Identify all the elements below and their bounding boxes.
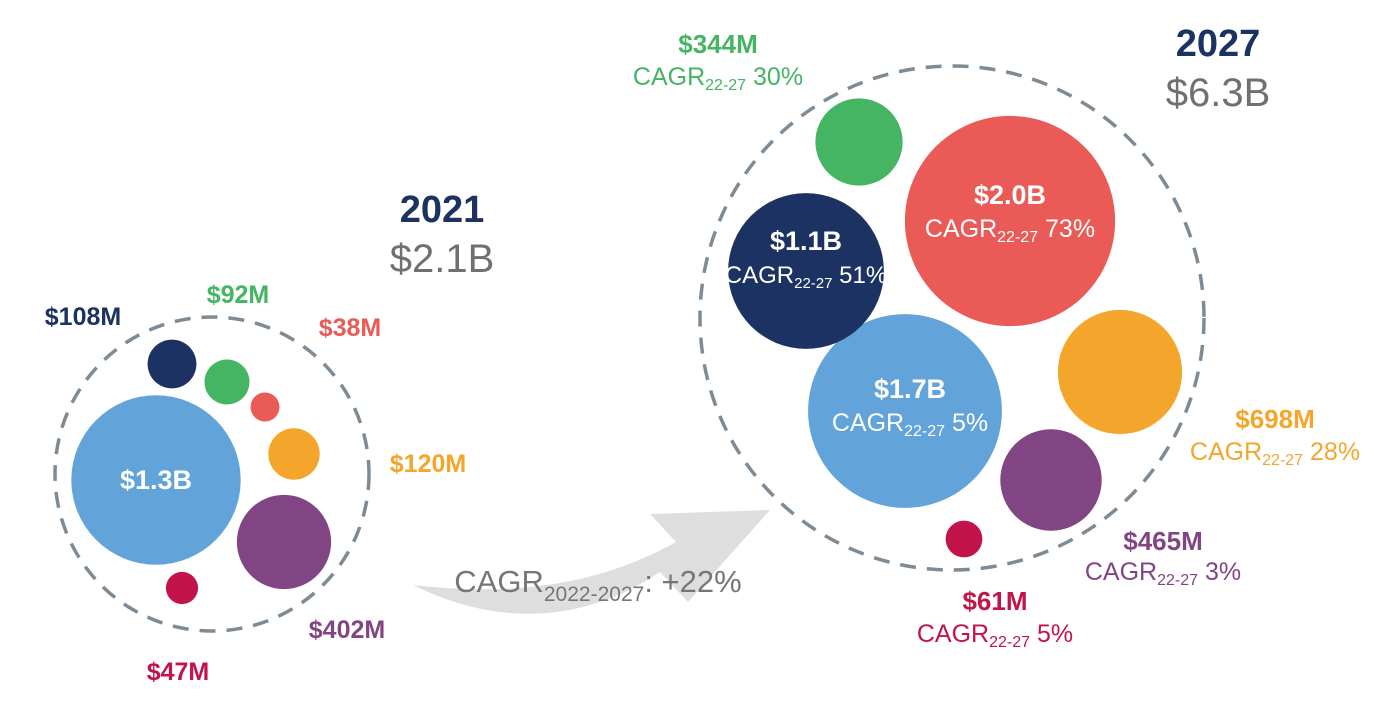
growth-arrow: [413, 510, 770, 614]
overall-cagr-label: CAGR2022-2027: +22%: [454, 564, 741, 606]
year-2027-label: 2027: [1176, 23, 1261, 65]
bubble-2027-red: [904, 115, 1116, 327]
bubble-2021-red: [250, 392, 280, 422]
bubble-label-2027-light-blue: $1.7B: [874, 374, 946, 404]
label-2027-green: $344M: [678, 29, 758, 59]
label-2021-green: $92M: [207, 281, 270, 309]
group-outline-2021: [53, 315, 371, 633]
bubble-2021-navy: [147, 339, 197, 389]
bubble-cagr-2027-navy: CAGR22-27 51%: [725, 262, 887, 292]
total-2027-label: $6.3B: [1166, 71, 1271, 115]
bubble-2027-orange: [1057, 309, 1183, 435]
cagr-2027-orange: CAGR22-27 28%: [1190, 438, 1360, 469]
bubble-2021-green: [204, 359, 250, 405]
cagr-2027-green: CAGR22-27 30%: [633, 63, 803, 94]
cagr-2027-purple: CAGR22-27 3%: [1085, 558, 1241, 589]
bubble-label-2027-navy: $1.1B: [770, 226, 842, 256]
bubble-2021-crimson: [165, 571, 199, 605]
bubble-2021-orange: [268, 428, 320, 480]
label-2021-navy: $108M: [45, 303, 121, 331]
label-2027-purple: $465M: [1123, 526, 1203, 556]
bubble-2027-navy: [728, 193, 884, 349]
bubble-2027-crimson: [945, 520, 983, 558]
cagr-2027-crimson: CAGR22-27 5%: [917, 620, 1073, 651]
year-2021-label: 2021: [400, 189, 485, 231]
label-2027-crimson: $61M: [962, 586, 1027, 616]
bubble-2027-light-blue: [808, 314, 1002, 508]
bubble-cagr-2027-red: CAGR22-27 73%: [925, 215, 1095, 246]
bubble-2027-purple: [1000, 429, 1102, 531]
bubbles-layer: [71, 98, 1183, 605]
label-2021-red: $38M: [319, 314, 382, 342]
bubble-2027-green: [815, 98, 903, 186]
group-outline-2027: [698, 64, 1206, 572]
bubble-label-2021-light-blue: $1.3B: [120, 465, 192, 495]
label-2027-orange: $698M: [1235, 404, 1315, 434]
bubble-cagr-2027-light-blue: CAGR22-27 5%: [832, 409, 988, 440]
label-2021-crimson: $47M: [147, 658, 210, 686]
total-2021-label: $2.1B: [390, 237, 495, 281]
bubble-2021-purple: [236, 494, 332, 590]
label-2021-orange: $120M: [390, 450, 466, 478]
bubble-label-2027-red: $2.0B: [974, 180, 1046, 210]
bubble-2021-light-blue: [71, 395, 241, 565]
label-2021-purple: $402M: [309, 616, 385, 644]
